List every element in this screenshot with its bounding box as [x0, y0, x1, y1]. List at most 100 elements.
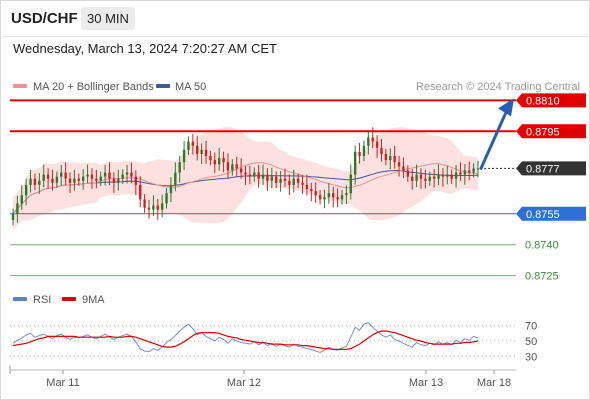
header: USD/CHF 30 MIN — [0, 0, 590, 36]
candle-body — [196, 145, 199, 154]
candle-body — [266, 174, 269, 181]
candle — [147, 199, 151, 219]
candle-body — [428, 176, 431, 181]
resistance-1-label: 0.8795 — [526, 126, 560, 138]
candle — [29, 169, 32, 193]
candle-body — [217, 158, 221, 165]
candle-body — [402, 166, 405, 171]
candle — [340, 190, 344, 205]
timeframe-badge[interactable]: 30 MIN — [81, 7, 135, 30]
candle-body — [108, 172, 111, 179]
rsi-legend: RSI 9MA — [13, 294, 105, 306]
candle-body — [253, 172, 256, 177]
candle — [283, 168, 287, 188]
candle — [139, 176, 142, 207]
candle — [222, 151, 225, 173]
candle-body — [410, 176, 414, 181]
candle — [393, 145, 396, 169]
candle — [191, 133, 195, 155]
pivot-tag: 0.8755 — [516, 206, 586, 221]
candle-body — [169, 184, 173, 194]
candle — [165, 188, 168, 209]
ma9-line — [12, 330, 479, 350]
candle-body — [117, 178, 120, 183]
candle — [152, 195, 155, 217]
candle — [121, 169, 124, 184]
rsi-legend-swatch — [13, 297, 27, 301]
candle-body — [389, 156, 392, 161]
candle-body — [20, 195, 23, 204]
support-2-label: 0.8725 — [525, 271, 559, 283]
candle — [288, 174, 291, 196]
candle-body — [450, 174, 453, 179]
candle-body — [38, 180, 41, 185]
candle-body — [279, 178, 282, 183]
candle — [86, 164, 89, 184]
candle — [99, 171, 102, 186]
x-tick-label: Mar 12 — [227, 377, 261, 389]
candle — [472, 163, 475, 178]
candle-body — [165, 193, 168, 204]
candle-body — [353, 151, 357, 175]
ma50-legend-swatch — [156, 84, 170, 88]
candle — [450, 169, 453, 184]
candle — [428, 171, 431, 186]
candle — [42, 164, 45, 188]
candle-body — [301, 182, 304, 185]
rsi-panel: 30 50 70 — [10, 321, 537, 363]
ma50-legend-label: MA 50 — [175, 81, 206, 93]
x-tick-label: Mar 18 — [477, 377, 511, 389]
candle — [117, 169, 120, 191]
candle — [323, 189, 326, 209]
candle-body — [248, 174, 252, 177]
candle — [476, 160, 480, 178]
candle — [419, 168, 423, 189]
resistance-2-tag: 0.8810 — [516, 93, 586, 108]
candle — [349, 164, 352, 200]
candle-body — [200, 149, 203, 154]
candle — [406, 165, 410, 182]
candle-body — [187, 141, 190, 150]
candle — [235, 156, 238, 178]
candle-body — [327, 193, 331, 198]
candle — [332, 186, 335, 208]
candle-body — [86, 174, 89, 177]
candle — [292, 169, 295, 193]
instrument-title: USD/CHF — [11, 10, 78, 27]
candle-body — [139, 184, 142, 200]
candle — [24, 178, 28, 206]
candle-body — [459, 172, 462, 175]
candle-body — [310, 189, 313, 192]
candle — [446, 165, 449, 185]
candle — [266, 168, 269, 191]
candle-body — [143, 199, 146, 208]
credit-text: Research © 2024 Trading Central — [416, 81, 580, 93]
candle — [231, 159, 234, 176]
candle — [38, 173, 41, 194]
candle-body — [244, 172, 247, 175]
candle-body — [90, 174, 94, 179]
last-price-tag: 0.8777 — [516, 161, 586, 176]
candle — [81, 169, 85, 190]
candle-body — [152, 205, 155, 210]
forecast-arrow-head — [498, 98, 514, 117]
candle — [239, 158, 243, 179]
candle — [108, 162, 111, 186]
candle-body — [60, 172, 63, 177]
pivot-label: 0.8755 — [526, 209, 560, 221]
candle — [130, 162, 133, 184]
candle-body — [134, 176, 138, 185]
candle — [209, 150, 212, 166]
candle — [459, 162, 462, 181]
resistance-1-tag: 0.8795 — [516, 124, 586, 139]
price-legend: MA 20 + Bollinger Bands MA 50 Research ©… — [13, 81, 580, 93]
candle-body — [257, 172, 260, 179]
rsi-tick-label: 70 — [525, 321, 537, 333]
candle-body — [371, 137, 374, 142]
header-divider — [0, 36, 590, 37]
candle — [353, 145, 357, 185]
candle — [314, 182, 317, 203]
candle — [463, 164, 467, 185]
candle — [55, 171, 59, 188]
ma20-legend-label: MA 20 + Bollinger Bands — [33, 81, 154, 93]
